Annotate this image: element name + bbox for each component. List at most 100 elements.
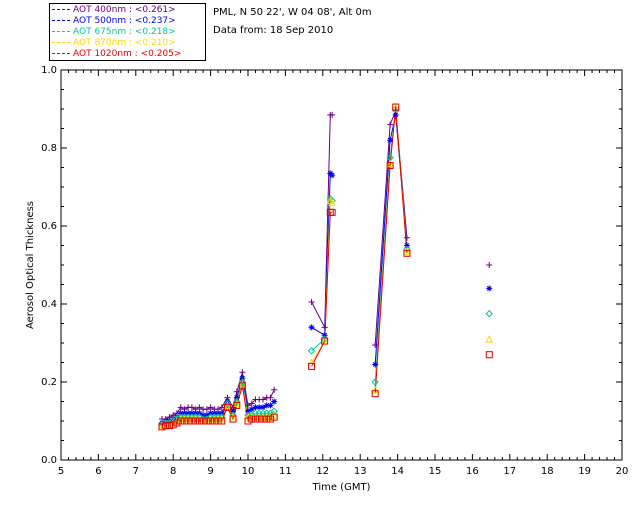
data-point [185,410,192,417]
data-point [252,404,259,411]
data-point [195,413,204,421]
data-point [270,413,278,421]
data-point [485,351,493,359]
legend-swatch [52,9,70,10]
data-point [203,406,210,413]
data-point [218,404,225,411]
x-tick-label: 16 [466,466,479,477]
x-tick-label: 18 [541,466,554,477]
data-point [207,410,214,417]
data-point [371,378,379,386]
y-tick-label: 0.2 [41,377,57,388]
data-point [184,417,192,425]
data-point [262,412,271,421]
data-point [263,415,271,423]
data-point [372,341,379,348]
data-point [238,382,246,390]
data-point [195,417,203,425]
data-point [188,414,196,423]
data-point [233,401,241,409]
data-point [206,414,215,423]
data-point [271,386,278,393]
data-point [247,412,256,421]
legend-label: AOT 1020nm : <0.205> [73,49,182,59]
y-tick-label: 0.4 [41,299,57,310]
legend-swatch [52,53,70,54]
data-point [210,414,219,423]
data-point [239,375,246,382]
data-point [403,234,410,241]
data-point [173,419,181,427]
data-point [232,399,241,407]
data-point [162,422,170,430]
series-lines [161,107,408,428]
data-point [403,247,411,255]
data-point [191,414,200,423]
date-text: Data from: 18 Sep 2010 [213,25,334,36]
data-point [229,412,237,421]
x-tick-label: 13 [354,466,367,477]
data-point [248,415,256,423]
data-point [230,408,237,415]
data-point [251,412,260,421]
data-point [321,324,328,331]
data-point [486,285,493,292]
data-point [328,208,336,216]
data-point [223,403,231,411]
x-axis-ticks: 5 6 7 8 9 10 11 12 13 14 15 16 17 18 19 20 [58,70,628,477]
x-tick-label: 7 [133,466,139,477]
data-point [371,390,379,398]
data-point [207,417,215,425]
data-point [485,310,493,318]
legend-item-675nm: AOT 675nm : <0.218> [52,27,176,38]
plot-border [60,69,623,461]
x-tick-label: 11 [279,466,292,477]
location-text: PML, N 50 22', W 04 08', Alt 0m [213,7,372,18]
data-point [270,411,278,419]
data-point [180,414,189,423]
data-point [161,420,170,429]
data-point [181,410,188,417]
data-point [485,334,494,343]
legend-label: AOT 675nm : <0.218> [73,27,176,37]
y-tick-label: 0.8 [41,143,57,154]
data-point [403,245,411,254]
legend-item-1020nm: AOT 1020nm : <0.205> [52,49,181,60]
series-markers [158,102,494,431]
data-point [223,401,232,409]
data-point [211,410,218,417]
data-point [238,378,247,386]
data-point [238,379,247,388]
data-point [248,400,255,407]
x-axis-label: Time (GMT) [312,482,371,493]
x-tick-label: 8 [170,466,176,477]
data-point [233,397,241,406]
data-point [165,422,173,430]
legend-label: AOT 400nm : <0.261> [73,5,176,15]
y-tick-label: 1.0 [41,65,57,76]
data-point [218,410,225,417]
data-point [214,414,222,423]
data-point [199,417,207,425]
series-line [374,107,408,394]
data-point [244,417,252,425]
x-tick-label: 12 [316,466,329,477]
legend-swatch [52,20,70,21]
data-point [328,198,336,207]
data-point [177,410,184,417]
legend: AOT 400nm : <0.261> AOT 500nm : <0.237> … [49,3,206,61]
data-point [329,111,336,118]
data-point [196,410,203,417]
data-point [196,404,203,411]
data-point [248,406,255,413]
data-point [259,412,267,421]
data-point [371,385,379,394]
data-point [259,404,266,411]
series-line [374,107,408,390]
data-point [387,121,394,128]
data-point [169,421,177,429]
legend-item-500nm: AOT 500nm : <0.237> [52,16,176,27]
data-point [233,388,240,395]
data-point [307,358,316,366]
